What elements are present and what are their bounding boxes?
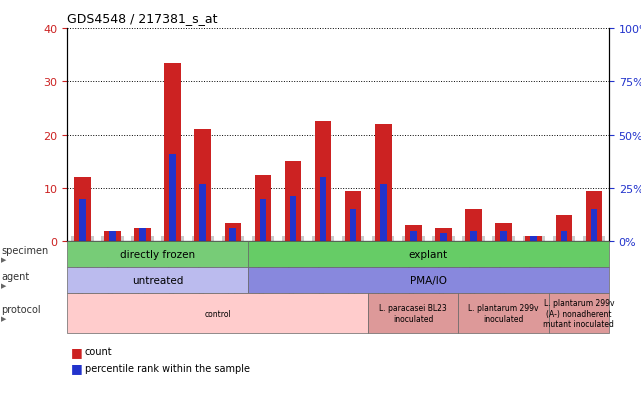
Bar <box>465 210 482 242</box>
Bar <box>164 64 181 242</box>
Text: ▶: ▶ <box>1 282 6 289</box>
Bar <box>586 191 602 242</box>
Text: agent: agent <box>1 271 29 282</box>
Bar <box>526 236 542 242</box>
Text: count: count <box>85 347 112 356</box>
Bar <box>260 199 266 242</box>
Text: specimen: specimen <box>1 245 49 256</box>
Bar <box>290 197 296 242</box>
Text: explant: explant <box>409 249 448 260</box>
Bar <box>79 199 86 242</box>
Text: L. plantarum 299v
inoculated: L. plantarum 299v inoculated <box>469 304 539 323</box>
Bar <box>440 233 447 242</box>
Text: ▶: ▶ <box>1 315 6 321</box>
Bar <box>560 231 567 242</box>
Bar <box>345 191 362 242</box>
Bar <box>194 130 211 242</box>
Bar <box>134 228 151 242</box>
Bar <box>501 231 507 242</box>
Bar <box>435 228 452 242</box>
Bar <box>104 231 121 242</box>
Text: ▶: ▶ <box>1 256 6 263</box>
Bar <box>315 122 331 242</box>
Text: ■: ■ <box>71 361 82 375</box>
Bar <box>139 229 146 242</box>
Bar <box>350 210 356 242</box>
Text: ■: ■ <box>71 345 82 358</box>
Bar <box>495 223 512 242</box>
Text: GDS4548 / 217381_s_at: GDS4548 / 217381_s_at <box>67 12 218 25</box>
Bar <box>380 184 387 242</box>
Bar <box>530 236 537 242</box>
Text: control: control <box>204 309 231 318</box>
Text: L. plantarum 299v
(A-) nonadherent
mutant inoculated: L. plantarum 299v (A-) nonadherent mutan… <box>544 299 614 328</box>
Bar <box>405 225 422 242</box>
Bar <box>470 231 477 242</box>
Text: PMA/IO: PMA/IO <box>410 275 447 286</box>
Bar <box>229 229 236 242</box>
Text: untreated: untreated <box>132 275 183 286</box>
Text: directly frozen: directly frozen <box>120 249 195 260</box>
Bar <box>320 178 326 242</box>
Bar <box>224 223 241 242</box>
Bar <box>556 215 572 242</box>
Bar <box>109 231 116 242</box>
Bar <box>375 125 392 242</box>
Text: protocol: protocol <box>1 304 41 314</box>
Bar <box>410 231 417 242</box>
Bar <box>199 184 206 242</box>
Text: percentile rank within the sample: percentile rank within the sample <box>85 363 249 373</box>
Bar <box>74 178 90 242</box>
Bar <box>169 154 176 242</box>
Bar <box>254 175 271 242</box>
Text: L. paracasei BL23
inoculated: L. paracasei BL23 inoculated <box>379 304 447 323</box>
Bar <box>590 210 597 242</box>
Bar <box>285 162 301 242</box>
